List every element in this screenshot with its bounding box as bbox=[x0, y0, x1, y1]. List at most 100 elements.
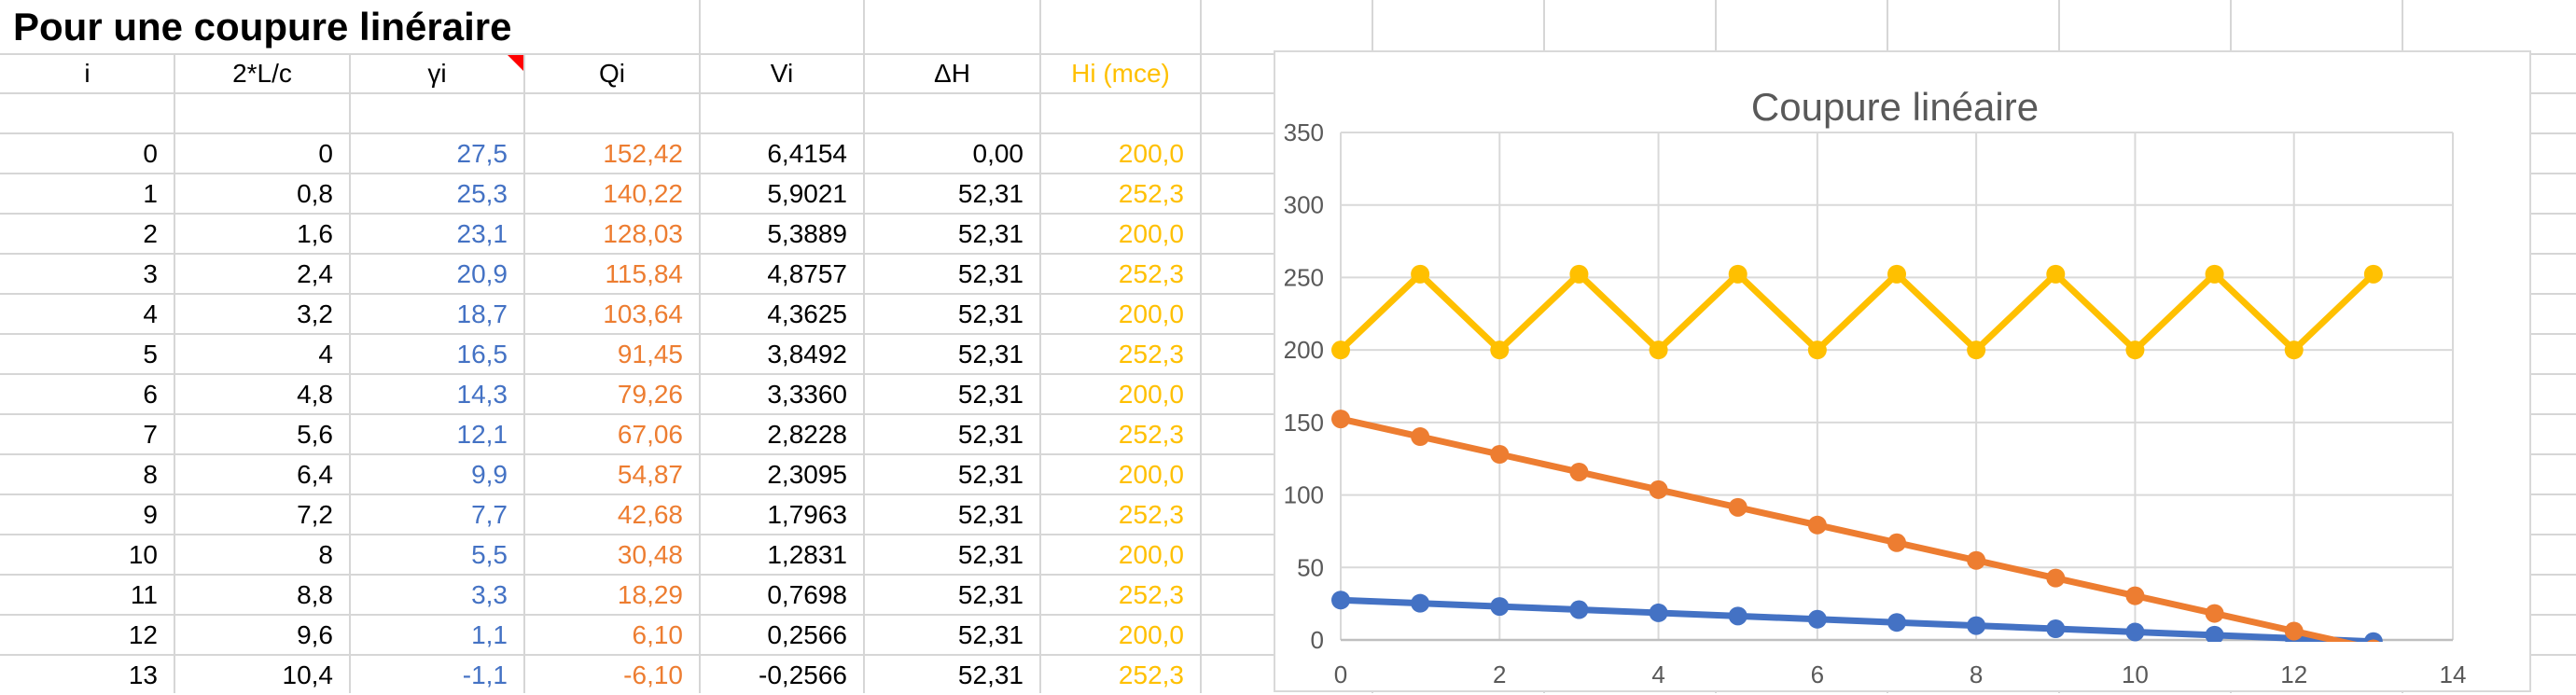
table-cell[interactable]: 12 bbox=[128, 619, 158, 649]
table-cell[interactable]: 52,31 bbox=[957, 619, 1023, 649]
column-header[interactable]: i bbox=[84, 59, 91, 88]
column-header[interactable]: ΔH bbox=[934, 59, 970, 88]
table-cell[interactable]: 252,3 bbox=[1118, 579, 1184, 609]
table-cell[interactable]: 16,5 bbox=[456, 339, 508, 368]
table-cell[interactable]: 3,2 bbox=[297, 299, 333, 328]
table-cell[interactable]: 23,1 bbox=[456, 218, 508, 248]
table-cell[interactable]: 9,6 bbox=[297, 619, 333, 649]
table-cell[interactable]: 1,6 bbox=[297, 218, 333, 248]
table-cell[interactable]: 128,03 bbox=[603, 218, 683, 248]
table-cell[interactable]: 52,31 bbox=[957, 379, 1023, 409]
table-cell[interactable]: 1,7963 bbox=[767, 499, 847, 529]
table-cell[interactable]: 3 bbox=[143, 258, 158, 288]
column-header[interactable]: 2*L/c bbox=[232, 59, 292, 88]
table-cell[interactable]: 20,9 bbox=[456, 258, 508, 288]
table-cell[interactable]: 8 bbox=[318, 539, 333, 569]
table-cell[interactable]: 252,3 bbox=[1118, 258, 1184, 288]
table-cell[interactable]: 79,26 bbox=[617, 379, 683, 409]
table-cell[interactable]: 8 bbox=[143, 459, 158, 489]
table-cell[interactable]: 52,31 bbox=[957, 660, 1023, 689]
table-cell[interactable]: -0,2566 bbox=[759, 660, 847, 689]
table-cell[interactable]: 115,84 bbox=[605, 258, 683, 288]
table-cell[interactable]: 0,2566 bbox=[767, 619, 847, 649]
table-cell[interactable]: 7 bbox=[143, 419, 158, 449]
column-header[interactable]: Vi bbox=[770, 59, 794, 88]
table-cell[interactable]: 52,31 bbox=[957, 419, 1023, 449]
table-cell[interactable]: 14,3 bbox=[456, 379, 508, 409]
table-cell[interactable]: 3,3360 bbox=[767, 379, 847, 409]
table-cell[interactable]: 4 bbox=[318, 339, 333, 368]
table-cell[interactable]: 0,7698 bbox=[767, 579, 847, 609]
table-cell[interactable]: 5,3889 bbox=[767, 218, 847, 248]
table-cell[interactable]: 3,8492 bbox=[767, 339, 847, 368]
table-cell[interactable]: 30,48 bbox=[617, 539, 683, 569]
sheet-title[interactable]: Pour une coupure linéraire bbox=[13, 5, 512, 49]
table-cell[interactable]: 200,0 bbox=[1118, 619, 1184, 649]
table-cell[interactable]: 91,45 bbox=[617, 339, 683, 368]
table-cell[interactable]: 252,3 bbox=[1118, 178, 1184, 208]
table-cell[interactable]: 9,9 bbox=[471, 459, 508, 489]
table-cell[interactable]: 18,29 bbox=[617, 579, 683, 609]
table-cell[interactable]: 67,06 bbox=[617, 419, 683, 449]
table-cell[interactable]: 25,3 bbox=[456, 178, 508, 208]
table-cell[interactable]: 10,4 bbox=[282, 660, 334, 689]
column-header[interactable]: Qi bbox=[599, 59, 625, 88]
table-cell[interactable]: 0,8 bbox=[297, 178, 333, 208]
table-cell[interactable]: 2 bbox=[143, 218, 158, 248]
table-cell[interactable]: 52,31 bbox=[957, 539, 1023, 569]
table-cell[interactable]: 18,7 bbox=[456, 299, 508, 328]
table-cell[interactable]: 4,3625 bbox=[767, 299, 847, 328]
table-cell[interactable]: 2,8228 bbox=[767, 419, 847, 449]
table-cell[interactable]: 9 bbox=[143, 499, 158, 529]
table-cell[interactable]: 6,4154 bbox=[767, 138, 847, 168]
table-cell[interactable]: 10 bbox=[128, 539, 158, 569]
comment-indicator-icon[interactable] bbox=[508, 55, 523, 71]
column-header[interactable]: Hi (mce) bbox=[1071, 59, 1170, 88]
table-cell[interactable]: 42,68 bbox=[617, 499, 683, 529]
table-cell[interactable]: 252,3 bbox=[1118, 419, 1184, 449]
table-cell[interactable]: 8,8 bbox=[297, 579, 333, 609]
table-cell[interactable]: 1,1 bbox=[471, 619, 508, 649]
table-cell[interactable]: 200,0 bbox=[1118, 299, 1184, 328]
table-cell[interactable]: 2,3095 bbox=[767, 459, 847, 489]
table-cell[interactable]: 140,22 bbox=[603, 178, 683, 208]
table-cell[interactable]: 52,31 bbox=[957, 178, 1023, 208]
table-cell[interactable]: 252,3 bbox=[1118, 499, 1184, 529]
table-cell[interactable]: 2,4 bbox=[297, 258, 333, 288]
table-cell[interactable]: 4 bbox=[143, 299, 158, 328]
table-cell[interactable]: 52,31 bbox=[957, 339, 1023, 368]
column-header[interactable]: γi bbox=[427, 59, 447, 88]
table-cell[interactable]: 0,00 bbox=[972, 138, 1024, 168]
table-cell[interactable]: 200,0 bbox=[1118, 539, 1184, 569]
table-cell[interactable]: 12,1 bbox=[456, 419, 508, 449]
table-cell[interactable]: 52,31 bbox=[957, 579, 1023, 609]
table-cell[interactable]: 1 bbox=[143, 178, 158, 208]
table-cell[interactable]: 7,2 bbox=[297, 499, 333, 529]
table-cell[interactable]: 4,8 bbox=[297, 379, 333, 409]
table-cell[interactable]: 5 bbox=[143, 339, 158, 368]
table-cell[interactable]: -1,1 bbox=[462, 660, 508, 689]
table-cell[interactable]: 52,31 bbox=[957, 299, 1023, 328]
table-cell[interactable]: 5,9021 bbox=[767, 178, 847, 208]
table-cell[interactable]: 200,0 bbox=[1118, 218, 1184, 248]
table-cell[interactable]: 27,5 bbox=[456, 138, 508, 168]
table-cell[interactable]: 0 bbox=[318, 138, 333, 168]
table-cell[interactable]: 52,31 bbox=[957, 499, 1023, 529]
table-cell[interactable]: 11 bbox=[130, 579, 158, 609]
chart-title[interactable]: Coupure linéaire bbox=[1751, 85, 2039, 129]
table-cell[interactable]: 7,7 bbox=[471, 499, 508, 529]
table-cell[interactable]: 6,4 bbox=[297, 459, 333, 489]
table-cell[interactable]: 4,8757 bbox=[767, 258, 847, 288]
table-cell[interactable]: 52,31 bbox=[957, 218, 1023, 248]
table-cell[interactable]: 52,31 bbox=[957, 459, 1023, 489]
chart[interactable]: 0 50 100 150 200 250 300 350 0 2 4 6 8 10 12 14 Coupure… bbox=[1274, 50, 2531, 692]
table-cell[interactable]: -6,10 bbox=[623, 660, 683, 689]
table-cell[interactable]: 54,87 bbox=[617, 459, 683, 489]
table-cell[interactable]: 5,6 bbox=[297, 419, 333, 449]
table-cell[interactable]: 0 bbox=[143, 138, 158, 168]
table-cell[interactable]: 200,0 bbox=[1118, 138, 1184, 168]
table-cell[interactable]: 200,0 bbox=[1118, 459, 1184, 489]
table-cell[interactable]: 3,3 bbox=[471, 579, 508, 609]
table-cell[interactable]: 252,3 bbox=[1118, 660, 1184, 689]
table-cell[interactable]: 6,10 bbox=[632, 619, 684, 649]
